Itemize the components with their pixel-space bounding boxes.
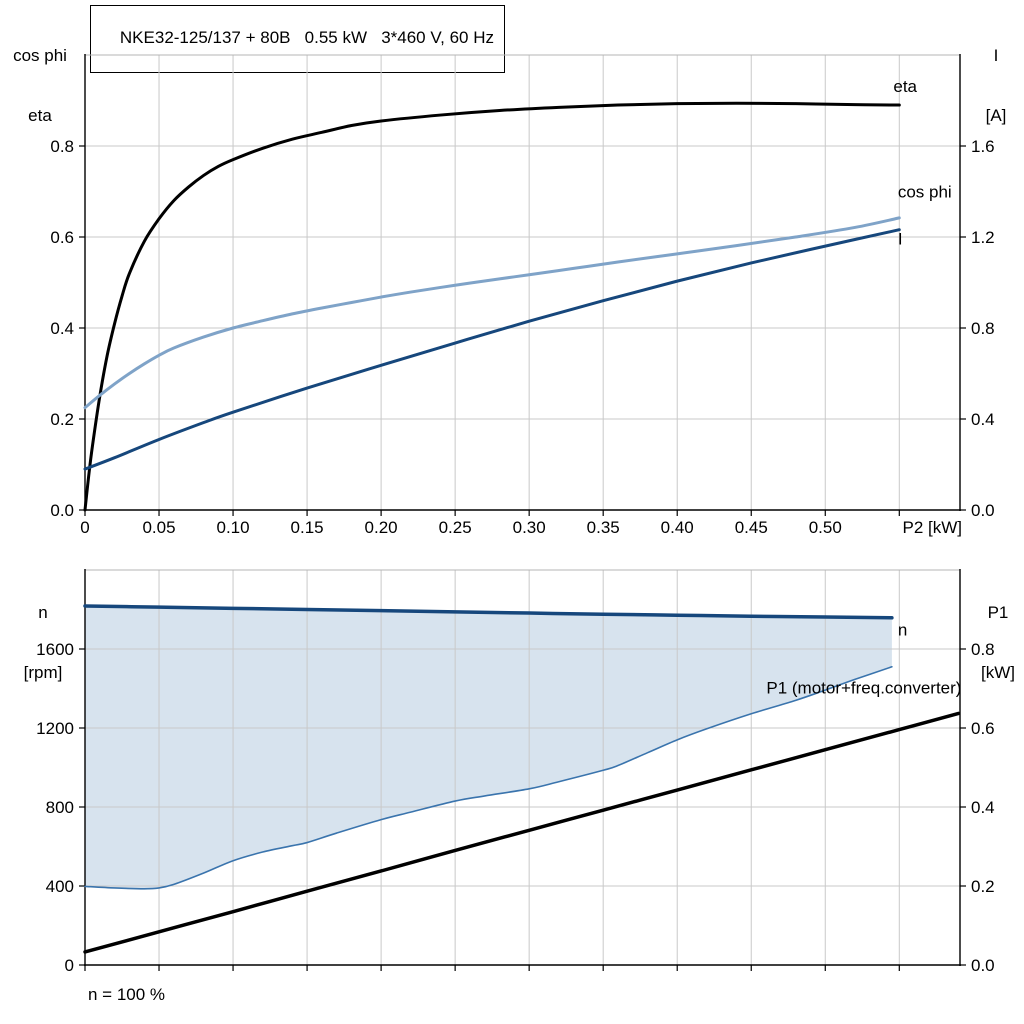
chart-title: NKE32-125/137 + 80B 0.55 kW 3*460 V, 60 … [119, 28, 494, 47]
y-tick-label-left: 0.0 [50, 501, 74, 520]
lower-right-axis-title-line2: [kW] [981, 663, 1015, 682]
x-tick-label: 0.20 [365, 518, 398, 537]
y-tick-label-right: 1.6 [971, 137, 995, 156]
x-tick-label: 0.25 [439, 518, 472, 537]
x-tick-label: 0.30 [513, 518, 546, 537]
series-p1 [83, 711, 961, 954]
cos-phi-label: cos phi [898, 183, 952, 202]
y-tick-label-right: 0.8 [971, 319, 995, 338]
x-tick-label: 0.50 [809, 518, 842, 537]
lower-left-axis-title-line1: n [38, 603, 48, 622]
gridlines [85, 55, 960, 510]
series-n-min [84, 665, 893, 890]
y-tick-label-right: 0.4 [971, 798, 995, 817]
y-tick-label-right: 1.2 [971, 228, 995, 247]
y-tick-label-right: 0.6 [971, 719, 995, 738]
y-tick-label-left: 0.8 [50, 137, 74, 156]
lower-left-axis-title: n [rpm] [6, 563, 80, 723]
y-tick-label-left: 400 [46, 877, 74, 896]
y-tick-label-left: 0 [65, 956, 74, 975]
x-tick-label: 0.40 [661, 518, 694, 537]
tick-marks [79, 145, 966, 516]
y-tick-label-right: 0.4 [971, 410, 995, 429]
upper-left-axis-title-line2: eta [28, 106, 52, 125]
series-eta [83, 101, 901, 512]
speed-note: n = 100 % [88, 985, 166, 1004]
y-tick-label-left: 0.6 [50, 228, 74, 247]
upper-chart-canvas: 0 0.05 0.10 0.15 0.20 0.25 0.30 0.35 0.40 0.45 0.5… [50, 54, 995, 537]
upper-left-axis-title-line1: cos phi [13, 46, 67, 65]
eta-label: eta [893, 77, 917, 96]
p1-label: P1 (motor+freq.converter) [766, 679, 961, 698]
upper-right-axis-title-line1: I [993, 46, 999, 65]
series-cos-phi [83, 216, 901, 410]
x-tick-label: 0.05 [142, 518, 175, 537]
y-tick-label-left: 800 [46, 798, 74, 817]
upper-right-axis-title-line2: [A] [985, 106, 1007, 125]
x-tick-label: 0.10 [217, 518, 250, 537]
y-tick-label-left: 1200 [36, 719, 74, 738]
speed-range-fill [85, 605, 892, 889]
x-tick-label: 0.15 [291, 518, 324, 537]
series-n [83, 604, 894, 620]
x-axis-label: P2 [kW] [902, 518, 962, 537]
x-tick-label: 0.35 [587, 518, 620, 537]
x-tick-label: 0 [80, 518, 89, 537]
gridlines [85, 570, 960, 965]
upper-right-axis-title: I [A] [972, 6, 1020, 166]
y-tick-label-right: 0.2 [971, 877, 995, 896]
tick-marks [79, 648, 966, 971]
x-tick-label: 0.45 [735, 518, 768, 537]
y-tick-label-right: 0.0 [971, 956, 995, 975]
current-label: I [898, 229, 903, 248]
y-tick-label-left: 0.2 [50, 410, 74, 429]
y-tick-label-left: 0.4 [50, 319, 74, 338]
lower-right-axis-title-line1: P1 [987, 603, 1009, 622]
y-tick-label-left: 1600 [36, 640, 74, 659]
series-current [83, 228, 901, 471]
lower-right-axis-title: P1 [kW] [972, 563, 1024, 723]
lower-left-axis-title-line2: [rpm] [23, 663, 63, 682]
n-label: n [898, 620, 907, 639]
y-tick-label-right: 0.0 [971, 501, 995, 520]
lower-chart-canvas: 0 400 800 1200 1600 0.0 0.2 0.4 0.6 0.8 n P1 (motor… [36, 569, 995, 975]
y-tick-label-right: 0.8 [971, 640, 995, 659]
upper-left-axis-title: cos phi eta [4, 6, 76, 166]
